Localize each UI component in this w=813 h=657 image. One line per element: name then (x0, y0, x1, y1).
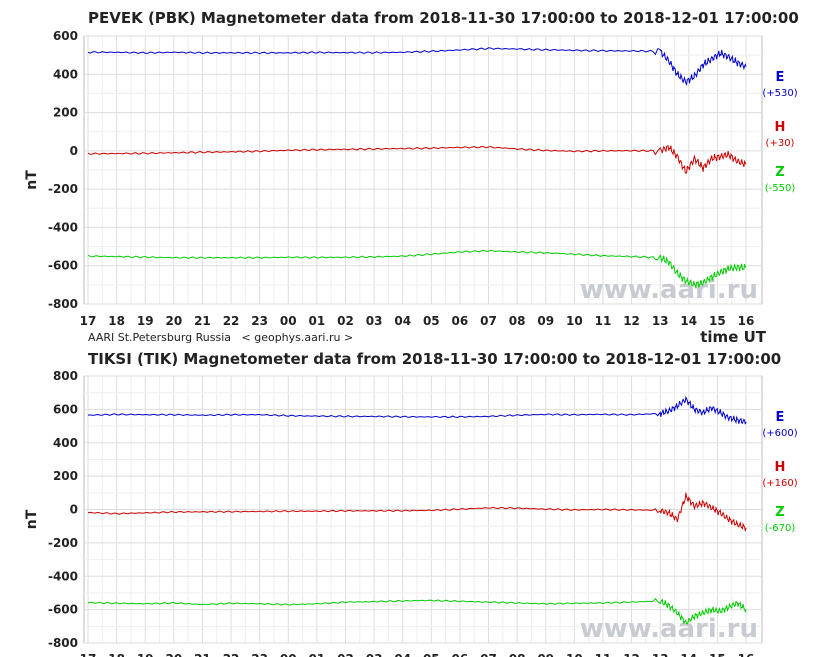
y-tick-label: 400 (53, 436, 78, 450)
x-tick-label: 23 (251, 314, 268, 328)
x-tick-label: 21 (194, 314, 211, 328)
x-tick-label: 23 (251, 652, 268, 657)
x-tick-label: 16 (738, 652, 755, 657)
x-tick-label: 14 (680, 314, 697, 328)
x-tick-label: 06 (452, 314, 469, 328)
y-tick-label: 0 (70, 503, 78, 517)
y-tick-label: 600 (53, 29, 78, 43)
y-axis-label: nT (24, 170, 40, 190)
y-axis-label: nT (24, 509, 40, 529)
watermark-text: www.aari.ru (580, 275, 758, 305)
series-line-e (87, 395, 747, 425)
legend-series-offset: (-550) (765, 183, 796, 194)
x-tick-label: 10 (566, 652, 583, 657)
y-tick-label: 400 (53, 67, 78, 81)
legend-series-name: Z (775, 505, 784, 520)
legend-series-name: H (775, 120, 786, 135)
y-tick-label: -400 (48, 220, 78, 234)
y-tick-label: 0 (70, 144, 78, 158)
x-axis-label: time UT (700, 328, 767, 345)
x-tick-label: 03 (366, 314, 383, 328)
y-tick-label: -800 (48, 636, 78, 650)
legend-series-offset: (+30) (766, 138, 795, 149)
x-tick-label: 13 (652, 314, 669, 328)
y-tick-label: -200 (48, 182, 78, 196)
legend-series-name: Z (775, 165, 784, 180)
x-tick-label: 10 (566, 314, 583, 328)
y-tick-label: -600 (48, 603, 78, 617)
x-tick-label: 00 (280, 652, 297, 657)
x-tick-label: 01 (309, 314, 326, 328)
x-tick-label: 17 (80, 314, 97, 328)
y-tick-label: -800 (48, 297, 78, 311)
y-tick-label: 200 (53, 106, 78, 120)
credit-text: AARI St.Petersburg Russia < geophys.aari… (88, 331, 353, 344)
x-tick-label: 01 (309, 652, 326, 657)
x-tick-label: 13 (652, 652, 669, 657)
x-tick-label: 02 (337, 314, 354, 328)
x-tick-label: 11 (595, 314, 612, 328)
x-tick-label: 06 (452, 652, 469, 657)
series-line-h (87, 492, 747, 532)
x-tick-label: 07 (480, 314, 497, 328)
series-line-h (87, 145, 747, 174)
pevek-chart-panel: PEVEK (PBK) Magnetometer data from 2018-… (24, 9, 799, 345)
magnetometer-chart-svg: TIKSI (TIK) Magnetometer data from 2018-… (24, 350, 798, 657)
x-tick-label: 08 (509, 314, 526, 328)
watermark-text: www.aari.ru (580, 614, 758, 644)
x-tick-label: 15 (709, 652, 726, 657)
y-tick-label: 600 (53, 402, 78, 416)
y-tick-label: -400 (48, 569, 78, 583)
x-tick-label: 05 (423, 314, 440, 328)
chart-title: PEVEK (PBK) Magnetometer data from 2018-… (88, 9, 799, 27)
series-line-e (87, 47, 747, 87)
x-tick-label: 12 (623, 314, 640, 328)
x-tick-label: 04 (394, 314, 411, 328)
x-tick-label: 11 (595, 652, 612, 657)
x-tick-label: 19 (137, 652, 154, 657)
y-tick-label: -200 (48, 536, 78, 550)
legend-series-name: H (775, 460, 786, 475)
x-tick-label: 19 (137, 314, 154, 328)
magnetometer-chart-svg: PEVEK (PBK) Magnetometer data from 2018-… (24, 9, 799, 345)
x-tick-label: 04 (394, 652, 411, 657)
legend-series-name: E (776, 70, 785, 85)
tiksi-chart-panel: TIKSI (TIK) Magnetometer data from 2018-… (0, 345, 813, 657)
x-tick-label: 17 (80, 652, 97, 657)
x-tick-label: 18 (108, 652, 125, 657)
x-tick-label: 18 (108, 314, 125, 328)
y-tick-label: -600 (48, 259, 78, 273)
y-tick-label: 200 (53, 469, 78, 483)
chart-title: TIKSI (TIK) Magnetometer data from 2018-… (88, 350, 781, 368)
x-tick-label: 09 (537, 652, 554, 657)
legend-series-offset: (+600) (762, 428, 797, 439)
x-tick-label: 15 (709, 314, 726, 328)
x-tick-label: 20 (165, 314, 182, 328)
x-tick-label: 14 (680, 652, 697, 657)
legend-series-offset: (+530) (762, 88, 797, 99)
legend-series-offset: (-670) (765, 523, 796, 534)
y-tick-label: 800 (53, 369, 78, 383)
x-tick-label: 02 (337, 652, 354, 657)
x-tick-label: 20 (165, 652, 182, 657)
series-line-z (87, 597, 747, 625)
x-tick-label: 08 (509, 652, 526, 657)
x-tick-label: 16 (738, 314, 755, 328)
x-tick-label: 22 (223, 652, 240, 657)
x-tick-label: 22 (223, 314, 240, 328)
x-tick-label: 00 (280, 314, 297, 328)
x-tick-label: 07 (480, 652, 497, 657)
x-tick-label: 21 (194, 652, 211, 657)
x-tick-label: 05 (423, 652, 440, 657)
legend-series-name: E (776, 410, 785, 425)
series-line-z (87, 249, 747, 289)
x-tick-label: 03 (366, 652, 383, 657)
x-tick-label: 09 (537, 314, 554, 328)
legend-series-offset: (+160) (762, 478, 797, 489)
x-tick-label: 12 (623, 652, 640, 657)
